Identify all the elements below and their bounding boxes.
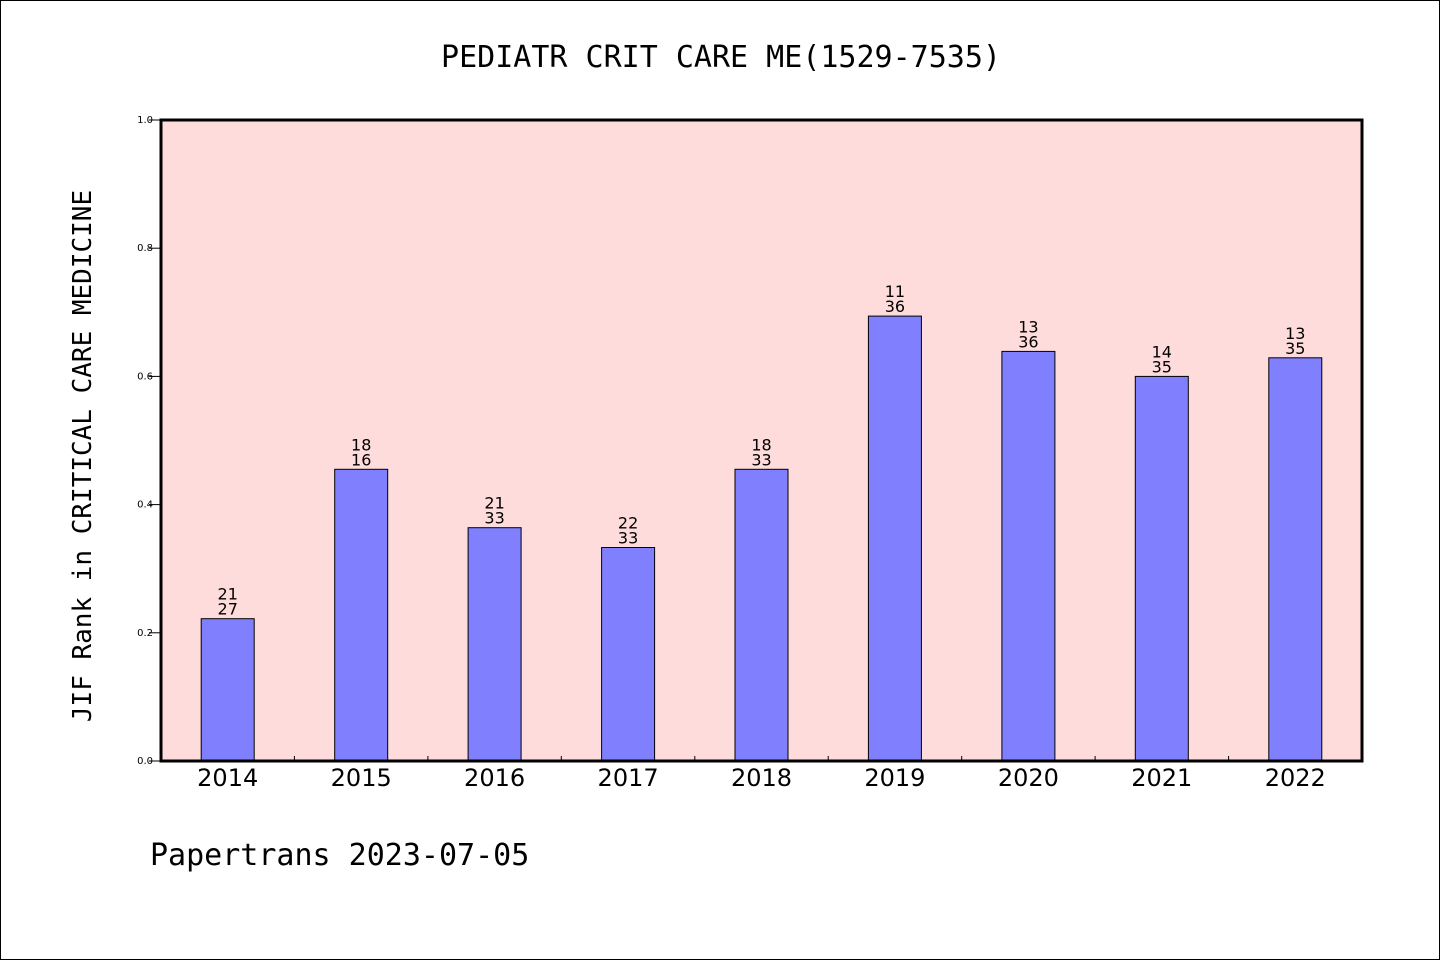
- x-tick-label-2017: 2017: [598, 764, 659, 792]
- x-tick-label-2021: 2021: [1131, 764, 1192, 792]
- x-tick-label-2019: 2019: [864, 764, 925, 792]
- x-tick-label-2016: 2016: [464, 764, 525, 792]
- bar-2020: [1001, 350, 1056, 762]
- y-tick-label-0.6: 0.6: [137, 371, 153, 382]
- rank-label-2014: 21: [218, 585, 238, 604]
- y-tick-label-1.0: 1.0: [137, 115, 153, 126]
- x-tick-label-2018: 2018: [731, 764, 792, 792]
- y-tick-label-0.4: 0.4: [137, 500, 153, 511]
- bar-2019: [867, 315, 922, 762]
- total-label-2019: 36: [885, 297, 905, 316]
- y-axis-label: JIF Rank in CRITICAL CARE MEDICINE: [68, 190, 98, 722]
- x-axis: 2014 2015 2016 2017 2018 2019 2020 2021 2022: [197, 756, 1326, 792]
- rank-label-2020: 13: [1018, 317, 1038, 336]
- y-tick-label-0.0: 0.0: [137, 756, 153, 767]
- bar-2021: [1134, 375, 1189, 762]
- total-label-2017: 33: [618, 529, 638, 548]
- x-tick-label-2015: 2015: [331, 764, 392, 792]
- x-tick-label-2022: 2022: [1265, 764, 1326, 792]
- rank-label-2015: 18: [351, 435, 371, 454]
- bar-2016: [467, 527, 522, 762]
- total-label-2022: 35: [1285, 339, 1305, 358]
- rank-label-2021: 14: [1152, 342, 1172, 361]
- bar-2017: [601, 547, 656, 762]
- y-tick-label-0.8: 0.8: [137, 243, 153, 254]
- total-label-2020: 36: [1018, 332, 1038, 351]
- rank-label-2017: 22: [618, 514, 638, 533]
- rank-label-2019: 11: [885, 282, 905, 301]
- bar-2015: [334, 468, 389, 762]
- rank-label-2016: 21: [484, 494, 504, 513]
- footer-text: Papertrans 2023-07-05: [150, 838, 529, 873]
- total-label-2014: 27: [218, 600, 238, 619]
- y-axis: 0.0 0.2 0.4 0.6 0.8 1.0: [137, 115, 161, 767]
- x-tick-label-2014: 2014: [197, 764, 258, 792]
- bar-2018: [734, 468, 789, 762]
- total-label-2021: 35: [1152, 357, 1172, 376]
- x-tick-label-2020: 2020: [998, 764, 1059, 792]
- plot-frame: [159, 118, 1364, 763]
- bar-2022: [1268, 357, 1323, 762]
- chart-title: PEDIATR CRIT CARE ME(1529-7535): [441, 40, 1001, 75]
- y-tick-label-0.2: 0.2: [137, 628, 153, 639]
- total-label-2018: 33: [751, 450, 771, 469]
- total-label-2016: 33: [484, 509, 504, 528]
- rank-label-2022: 13: [1285, 324, 1305, 343]
- bar-2014: [200, 618, 255, 762]
- bars-layer: [200, 315, 1323, 762]
- total-label-2015: 16: [351, 450, 371, 469]
- rank-label-2018: 18: [751, 435, 771, 454]
